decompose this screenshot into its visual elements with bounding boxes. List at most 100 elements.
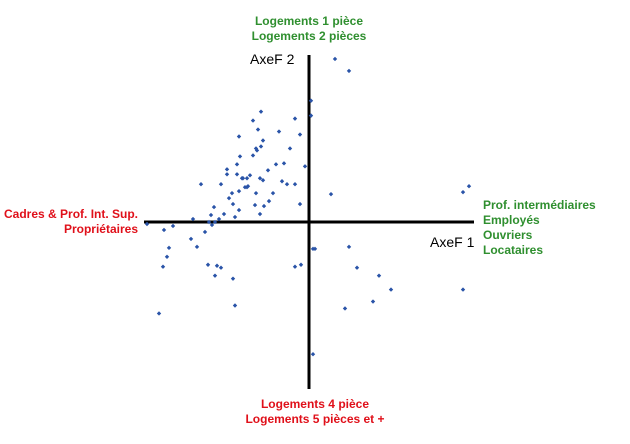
data-point — [460, 287, 466, 292]
top-annotation-line: Logements 2 pièces — [251, 29, 367, 43]
bottom-axis-annotation: Logements 4 pièce Logements 5 pièces et … — [0, 397, 630, 427]
data-point — [265, 168, 271, 173]
data-point — [218, 265, 224, 270]
x-axis-title: AxeF 1 — [430, 234, 475, 250]
data-point — [229, 190, 235, 196]
left-annotation-line: Propriétaires — [63, 222, 138, 236]
data-point — [266, 198, 272, 204]
data-point — [224, 172, 230, 177]
data-point — [460, 189, 466, 195]
data-point — [206, 219, 212, 225]
data-point — [205, 262, 211, 267]
data-point — [257, 211, 263, 217]
top-annotation-line: Logements 1 pièce — [254, 14, 364, 28]
data-point — [214, 263, 220, 268]
data-point — [297, 132, 303, 137]
bottom-annotation-line: Logements 5 pièces et + — [245, 412, 385, 426]
data-point — [224, 167, 230, 172]
data-point — [310, 352, 316, 357]
data-point — [161, 227, 167, 233]
data-point — [240, 176, 246, 181]
data-point — [232, 214, 238, 220]
y-axis-title: AxeF 2 — [250, 51, 295, 67]
right-annotation-line: Employés — [483, 213, 540, 227]
data-point — [221, 211, 227, 217]
axes — [144, 55, 474, 389]
data-point — [312, 246, 318, 252]
data-point — [250, 118, 256, 123]
data-point — [216, 216, 222, 222]
data-point — [332, 56, 338, 62]
data-point — [273, 162, 279, 167]
data-point — [298, 262, 304, 267]
data-point — [284, 182, 290, 187]
data-point — [260, 178, 266, 183]
data-point — [164, 254, 170, 259]
data-point — [247, 173, 253, 178]
data-point — [230, 201, 236, 207]
right-annotation-line: Ouvriers — [483, 228, 533, 242]
data-point — [230, 276, 236, 281]
data-point — [166, 245, 172, 251]
data-point — [226, 195, 232, 201]
data-point — [236, 188, 242, 194]
left-annotation-line: Cadres & Prof. Int. Sup. — [4, 207, 139, 221]
data-point — [236, 207, 242, 213]
data-point — [328, 191, 334, 197]
bottom-annotation-line: Logements 4 pièce — [260, 397, 370, 411]
data-point — [170, 223, 176, 229]
data-point — [270, 190, 276, 196]
data-point — [255, 127, 261, 132]
data-point — [302, 164, 308, 169]
data-point — [258, 109, 264, 114]
right-axis-annotation: Prof. intermédiaires Employés Ouvriers L… — [483, 198, 596, 258]
data-point — [308, 113, 314, 118]
data-point — [212, 273, 218, 278]
left-axis-annotation: Cadres & Prof. Int. Sup. Propriétaires — [4, 207, 138, 237]
data-point — [370, 299, 376, 304]
data-point — [198, 182, 204, 187]
data-point — [144, 221, 150, 227]
data-point — [234, 172, 240, 177]
data-point — [346, 68, 352, 74]
data-point — [250, 153, 256, 158]
data-point — [209, 222, 215, 228]
data-points — [144, 56, 472, 357]
data-point — [388, 287, 394, 292]
data-point — [287, 146, 293, 151]
data-point — [190, 216, 196, 222]
data-point — [234, 162, 240, 167]
data-point — [188, 236, 194, 242]
data-point — [292, 264, 298, 269]
right-annotation-line: Locataires — [483, 243, 544, 257]
data-point — [308, 98, 314, 103]
data-point — [260, 138, 266, 143]
data-point — [292, 182, 298, 187]
data-point — [354, 265, 360, 270]
data-point — [244, 185, 250, 190]
data-point — [254, 148, 260, 153]
right-annotation-line: Prof. intermédiaires — [483, 198, 596, 212]
data-point — [237, 154, 243, 159]
data-point — [261, 203, 267, 209]
data-point — [156, 311, 162, 316]
data-point — [292, 116, 298, 121]
data-point — [257, 176, 263, 181]
data-point — [202, 229, 208, 235]
data-point — [218, 182, 224, 187]
data-point — [194, 244, 200, 250]
data-point — [236, 134, 242, 139]
data-point — [342, 306, 348, 311]
data-point — [253, 190, 259, 196]
data-point — [279, 179, 285, 184]
top-axis-annotation: Logements 1 pièce Logements 2 pièces — [0, 14, 618, 44]
data-point — [208, 212, 214, 218]
data-point — [466, 184, 472, 189]
data-point — [232, 303, 238, 308]
data-point — [346, 244, 352, 250]
data-point — [258, 144, 264, 149]
data-point — [281, 161, 287, 166]
data-point — [160, 264, 166, 269]
data-point — [276, 129, 282, 134]
